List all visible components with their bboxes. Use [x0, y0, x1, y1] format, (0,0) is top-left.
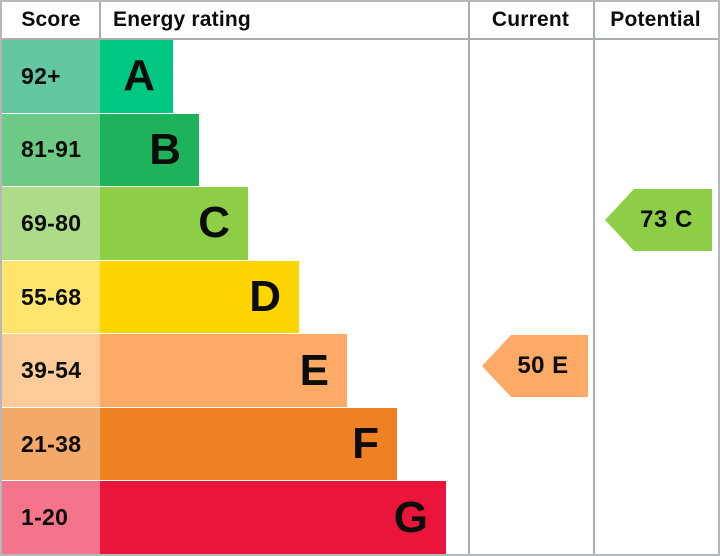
band-score-cell: 92+	[2, 40, 100, 113]
band-score-label: 81-91	[21, 136, 82, 163]
current-rating-arrow: 50 E	[482, 335, 588, 397]
band-letter: F	[352, 419, 379, 469]
current-rating-label: 50 E	[517, 352, 569, 379]
band-score-label: 1-20	[21, 504, 69, 531]
band-score-cell: 81-91	[2, 113, 100, 187]
band-row-d: 55-68 D	[2, 259, 468, 334]
band-row-g: 1-20 G	[2, 480, 468, 554]
current-column-divider	[468, 2, 470, 554]
band-bar: E	[100, 334, 347, 407]
band-letter: D	[249, 272, 281, 322]
potential-rating-arrow: 73 C	[605, 189, 712, 251]
band-letter: C	[198, 198, 230, 248]
band-score-cell: 55-68	[2, 260, 100, 334]
band-row-e: 39-54 E	[2, 333, 468, 407]
band-letter: A	[123, 51, 155, 101]
band-bar: C	[100, 187, 248, 260]
header-current: Current	[491, 8, 570, 31]
band-row-a: 92+ A	[2, 40, 468, 113]
band-row-c: 69-80 C	[2, 186, 468, 260]
band-row-b: 81-91 B	[2, 112, 468, 187]
band-letter: E	[299, 345, 329, 395]
header-divider-line	[2, 38, 718, 40]
band-rows: 92+ A 81-91 B 69-80 C 55-68 D 39-54 E 21…	[2, 40, 468, 554]
band-letter: B	[149, 124, 181, 174]
band-score-label: 21-38	[21, 430, 82, 457]
header-potential: Potential	[610, 8, 701, 31]
band-score-label: 92+	[21, 62, 61, 89]
band-bar: A	[100, 40, 173, 113]
header-energy-rating: Energy rating	[113, 8, 251, 31]
left-arrow-shape	[605, 189, 712, 251]
band-score-label: 39-54	[21, 357, 82, 384]
band-score-label: 69-80	[21, 209, 82, 236]
band-score-label: 55-68	[21, 283, 82, 310]
left-arrow-shape	[482, 335, 588, 397]
score-column-divider	[99, 2, 101, 38]
potential-rating-label: 73 C	[640, 206, 693, 233]
band-bar: D	[100, 260, 299, 334]
band-letter: G	[393, 492, 428, 542]
band-score-cell: 21-38	[2, 407, 100, 481]
band-row-f: 21-38 F	[2, 406, 468, 481]
band-bar: G	[100, 481, 446, 554]
band-score-cell: 1-20	[2, 481, 100, 554]
band-score-cell: 39-54	[2, 334, 100, 407]
header-score: Score	[21, 8, 81, 31]
potential-column-divider	[593, 2, 595, 554]
band-score-cell: 69-80	[2, 187, 100, 260]
band-bar: B	[100, 113, 199, 187]
band-bar: F	[100, 407, 397, 481]
